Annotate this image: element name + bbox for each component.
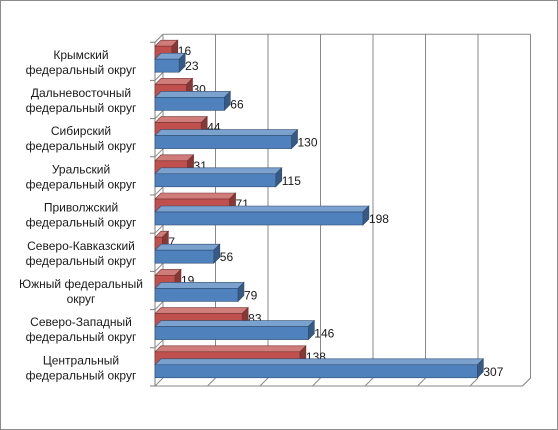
value-label: 56 [220,250,234,264]
bar-top [154,282,245,289]
side-gridline [154,263,164,272]
bar-top [154,116,208,123]
floor-gridline [364,377,374,387]
category-label-line: Южный федеральный [19,277,143,291]
category-label-line: федеральный округ [26,330,137,344]
value-label: 146 [314,327,334,341]
bar-top [154,345,307,353]
bar-top [154,154,195,162]
bar-top [154,192,237,200]
category-label: Северо-Кавказский федеральный округ [26,239,137,268]
side-gridline [154,148,164,158]
bar-front [154,288,239,302]
category-label-line: федеральный округ [26,101,137,115]
bar-s1-c5: 56 [154,243,234,264]
side-gridline [154,301,164,310]
bar-top [154,78,194,85]
bar-front [154,326,309,340]
bar-s1-c2: 130 [154,128,318,150]
category-label-line: федеральный округ [26,254,137,268]
floor-gridline [417,377,426,387]
bar-top [154,205,370,213]
side-gridline [154,224,164,234]
bar-s1-c8: 307 [154,358,504,379]
bar-front [154,364,478,379]
bar-s1-c7: 146 [154,319,335,341]
bar-top [154,129,299,136]
value-label: 66 [230,97,244,111]
value-label: 79 [244,288,258,302]
category-label: Южный федеральный округ [19,277,143,306]
side-gridline [154,186,164,196]
side-gridline [154,110,164,119]
bar-top [154,243,221,251]
bar-top [154,307,249,314]
bar-front [154,135,292,149]
category-label-line: федеральный округ [26,139,137,153]
category-label: Дальневосточный федеральный округ [26,86,137,115]
bar-s1-c1: 66 [154,90,244,111]
floor-gridline [154,377,164,387]
floor-gridline [469,377,479,387]
category-label-line: Приволжский [44,201,118,215]
bar-s1-c0: 23 [154,52,199,73]
bar-top [154,320,316,327]
category-label-line: Крымский [53,48,108,62]
bar-front [154,249,215,264]
category-label-line: Дальневосточный [31,86,131,100]
value-label: 130 [298,136,318,150]
side-gridline [154,339,164,349]
value-label: 198 [369,212,389,226]
category-label: Северо-Западный федеральный округ [26,315,137,344]
category-label-line: федеральный округ [26,177,137,191]
bar-front [154,211,364,226]
bar-top [154,91,232,98]
category-label: Сибирский федеральный округ [26,124,137,153]
floor-gridline [312,377,321,387]
category-label-line: Северо-Кавказский [27,239,135,253]
bar-s1-c3: 115 [154,167,301,188]
bar-s1-c6: 79 [154,281,258,302]
category-label: Центральный федеральный округ [26,353,137,382]
value-label: 7 [168,235,175,249]
bar-top [154,358,485,366]
floor-gridline [259,377,269,387]
category-label-line: Сибирский [51,124,111,138]
category-label: Уральский федеральный округ [26,162,137,191]
value-label: 23 [185,59,199,73]
floor-gridline [207,377,216,387]
category-label-line: Центральный [43,353,119,367]
category-label: Приволжский федеральный округ [26,201,137,230]
category-label-line: федеральный округ [26,216,137,230]
floor-right-edge [522,377,531,387]
category-label-line: округ [67,292,96,306]
category-label-line: Уральский [52,162,110,176]
side-gridline [154,72,164,81]
bar-front [154,97,225,111]
category-label: Крымский федеральный округ [26,48,137,77]
category-label-line: федеральный округ [26,368,137,382]
bar-front [154,173,277,188]
value-label: 115 [282,174,301,188]
category-label-line: Северо-Западный [30,315,132,329]
bars: 1623306644130311157119875619798314613830… [154,39,504,379]
category-label-line: федеральный округ [26,63,137,77]
side-gridline [154,33,164,43]
value-label: 307 [483,365,503,379]
bar-top [154,167,283,175]
bar-front [154,58,180,73]
bar-s1-c4: 198 [154,205,389,226]
